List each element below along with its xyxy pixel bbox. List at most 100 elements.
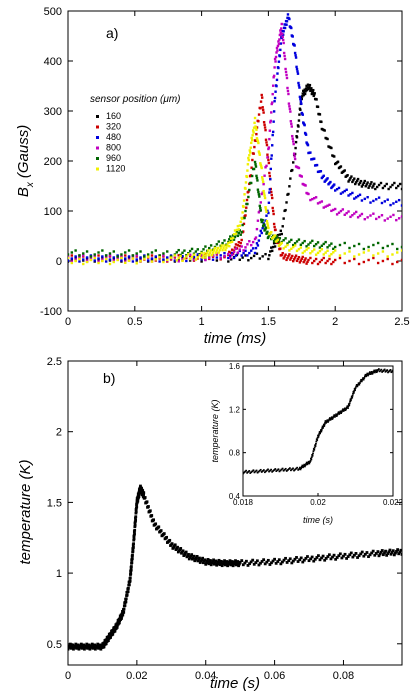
data-point <box>263 562 267 566</box>
data-point <box>297 119 301 122</box>
data-point <box>351 191 354 195</box>
data-point <box>250 471 253 474</box>
data-point <box>208 253 211 257</box>
data-point <box>208 246 211 250</box>
data-point <box>313 557 317 561</box>
data-point <box>389 185 392 189</box>
data-point <box>269 167 272 171</box>
data-point <box>323 423 326 426</box>
data-point <box>284 208 287 212</box>
x-tick-label: 0.022 <box>383 498 404 507</box>
data-point <box>257 141 260 145</box>
data-point <box>134 510 138 514</box>
data-point <box>234 559 237 563</box>
data-point <box>310 87 313 90</box>
data-point <box>131 549 135 553</box>
data-point <box>236 224 240 228</box>
data-point <box>383 368 386 371</box>
data-point <box>263 196 267 200</box>
plot-frame <box>67 360 403 666</box>
data-point <box>310 458 313 461</box>
data-point <box>360 380 363 383</box>
data-point <box>70 261 74 265</box>
data-point <box>253 251 257 255</box>
data-point <box>343 189 346 193</box>
data-point <box>246 564 250 567</box>
data-point <box>112 260 116 264</box>
data-point <box>273 469 276 471</box>
data-point <box>109 636 112 639</box>
data-point <box>312 452 314 455</box>
data-point <box>357 262 361 266</box>
data-point <box>315 163 319 167</box>
data-point <box>320 428 323 431</box>
data-point <box>311 90 314 93</box>
data-point <box>354 210 358 214</box>
data-point <box>339 165 343 168</box>
data-point <box>275 78 279 82</box>
data-point <box>89 258 93 262</box>
data-point <box>259 209 262 212</box>
data-point <box>237 562 241 566</box>
data-point <box>357 554 361 558</box>
data-point <box>179 254 182 258</box>
data-point <box>124 257 127 260</box>
data-point <box>293 244 297 247</box>
data-point <box>200 251 203 255</box>
data-point <box>290 256 293 259</box>
data-point <box>396 184 400 188</box>
data-point <box>297 81 300 85</box>
data-point <box>291 254 294 258</box>
data-point <box>327 419 330 422</box>
data-point <box>84 644 88 648</box>
data-point <box>377 196 381 199</box>
data-point <box>314 253 318 256</box>
data-point <box>370 370 373 373</box>
data-point <box>326 177 329 180</box>
data-point <box>227 260 230 263</box>
data-point <box>271 245 275 249</box>
inset-y-axis-label: temperature (K) <box>210 399 220 462</box>
data-point <box>250 166 253 169</box>
data-point <box>265 470 267 473</box>
data-point <box>130 561 134 564</box>
data-point <box>308 461 311 464</box>
data-point <box>369 373 372 375</box>
data-point <box>139 259 142 263</box>
data-point <box>353 257 356 261</box>
data-point <box>126 590 130 593</box>
data-point <box>376 370 379 372</box>
data-point <box>166 258 169 262</box>
data-point <box>259 468 262 471</box>
data-point <box>259 107 262 110</box>
data-point <box>232 238 236 241</box>
data-point <box>242 230 245 233</box>
data-point <box>309 198 312 202</box>
data-point <box>368 371 371 374</box>
data-point <box>212 558 215 562</box>
data-point <box>68 646 71 649</box>
data-point <box>132 542 135 546</box>
data-point <box>75 645 79 649</box>
data-point <box>280 241 283 245</box>
data-point <box>292 258 296 261</box>
data-point <box>289 110 292 113</box>
data-point <box>241 256 244 259</box>
data-point <box>188 257 192 261</box>
data-point <box>360 550 364 554</box>
data-point <box>313 448 316 451</box>
data-point <box>305 88 309 92</box>
data-point <box>234 247 238 250</box>
data-point <box>370 551 374 555</box>
data-point <box>248 154 251 157</box>
data-point <box>242 249 245 252</box>
data-point <box>259 201 262 204</box>
data-point <box>323 129 326 132</box>
data-point <box>140 486 143 490</box>
data-point <box>177 254 180 257</box>
data-point <box>295 556 298 559</box>
series-group <box>68 13 402 266</box>
data-point <box>277 558 281 562</box>
data-point <box>338 243 342 247</box>
data-point <box>240 217 244 220</box>
